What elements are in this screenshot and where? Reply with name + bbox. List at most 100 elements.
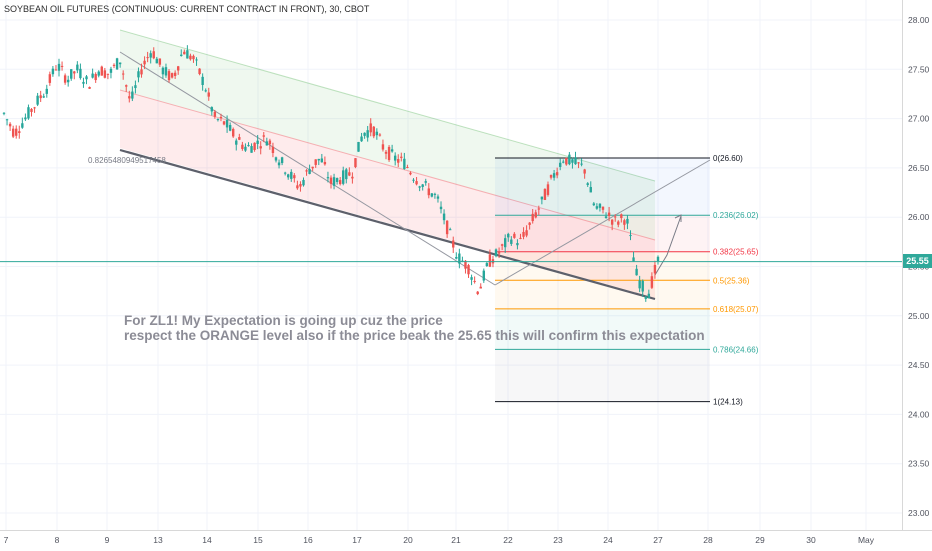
candle-body (161, 67, 165, 75)
candle-body (338, 180, 342, 185)
candle-body (390, 149, 394, 152)
fib-zone (495, 158, 710, 216)
candle-body (134, 85, 137, 89)
candle-body (8, 123, 12, 127)
annotation-line-2: respect the ORANGE level also if the pri… (124, 328, 705, 343)
channel-upper-line (119, 29, 656, 182)
candle-body (109, 68, 113, 73)
candle-body (259, 146, 262, 149)
candle-body (189, 55, 192, 60)
candle-body (430, 193, 434, 197)
candle-body (476, 291, 479, 295)
candle-body (238, 137, 241, 140)
candle-body (467, 265, 470, 275)
candle-body (574, 157, 577, 165)
candle-body (125, 85, 128, 87)
candle-body (24, 117, 27, 120)
candle-body (568, 154, 571, 165)
candle-body (436, 196, 440, 199)
candle-body (73, 71, 76, 74)
candle-body (207, 92, 210, 97)
candle-body (271, 146, 275, 154)
candle-body (314, 159, 317, 165)
current-price-badge: 25.55 (903, 254, 932, 268)
trend-line-up (494, 159, 711, 286)
candle-body (27, 107, 30, 119)
time-axis[interactable] (0, 530, 932, 551)
candle-body (195, 59, 198, 61)
candle-body (601, 206, 605, 210)
candle-body (531, 213, 534, 222)
candle-body (494, 249, 498, 257)
candle-body (421, 184, 424, 187)
candle-body (308, 169, 311, 174)
candle-body (632, 257, 635, 262)
candle-body (626, 218, 629, 224)
candle-body (345, 169, 348, 180)
candle-body (180, 54, 183, 56)
channel-upper-zone (120, 30, 655, 240)
candle-body (638, 280, 641, 289)
candle-body (543, 188, 547, 200)
candle-body (152, 51, 155, 59)
candle-body (635, 268, 638, 276)
fib-zone (495, 215, 710, 252)
fib-level-label: 0.382(25.65) (713, 248, 759, 257)
candle-body (653, 264, 657, 274)
candle-body (176, 66, 180, 71)
candle-body (546, 184, 550, 195)
candle-body (393, 155, 397, 161)
candle-body (363, 132, 366, 136)
candle-body (94, 73, 97, 81)
candle-body (647, 293, 651, 299)
candle-body (82, 81, 85, 84)
candle-body (427, 188, 430, 196)
candle-body (369, 123, 372, 133)
candle-body (482, 270, 486, 281)
candle-body (378, 134, 382, 136)
candle-body (351, 176, 354, 179)
candle-body (45, 88, 48, 94)
candle-body (219, 116, 223, 119)
candle-body (253, 142, 256, 150)
candle-body (614, 216, 617, 218)
candle-body (2, 112, 6, 114)
candle-body (357, 141, 360, 152)
candle-body (277, 162, 281, 166)
candle-body (433, 193, 437, 195)
fib-level-label: 0(26.60) (713, 154, 743, 163)
candle-body (170, 73, 174, 78)
candles (2, 45, 660, 302)
candle-body (650, 276, 654, 288)
candle-body (516, 243, 519, 246)
grid (0, 0, 902, 530)
candle-body (366, 130, 369, 138)
candle-body (173, 72, 177, 76)
candle-body (644, 296, 647, 299)
candle-body (164, 67, 168, 76)
candle-body (201, 76, 204, 85)
candle-body (155, 58, 159, 64)
candle-body (91, 73, 94, 78)
candle-body (354, 158, 357, 168)
candle-body (500, 244, 504, 246)
candle-body (97, 71, 100, 76)
candle-body (555, 172, 559, 176)
candle-body (439, 206, 443, 210)
candle-body (293, 175, 296, 179)
candle-body (305, 170, 308, 172)
candle-body (565, 157, 568, 165)
candle-body (589, 187, 592, 193)
candle-body (562, 161, 565, 163)
candle-body (348, 172, 351, 176)
candle-body (442, 213, 446, 221)
projection-arrow-head (674, 214, 682, 222)
candle-body (607, 212, 611, 216)
candle-body (445, 220, 449, 235)
candle-body (375, 131, 379, 136)
candle-body (424, 181, 427, 183)
candle-body (323, 161, 327, 165)
candle-body (204, 90, 207, 92)
annotation-text: For ZL1! My Expectation is going up cuz … (124, 313, 705, 343)
